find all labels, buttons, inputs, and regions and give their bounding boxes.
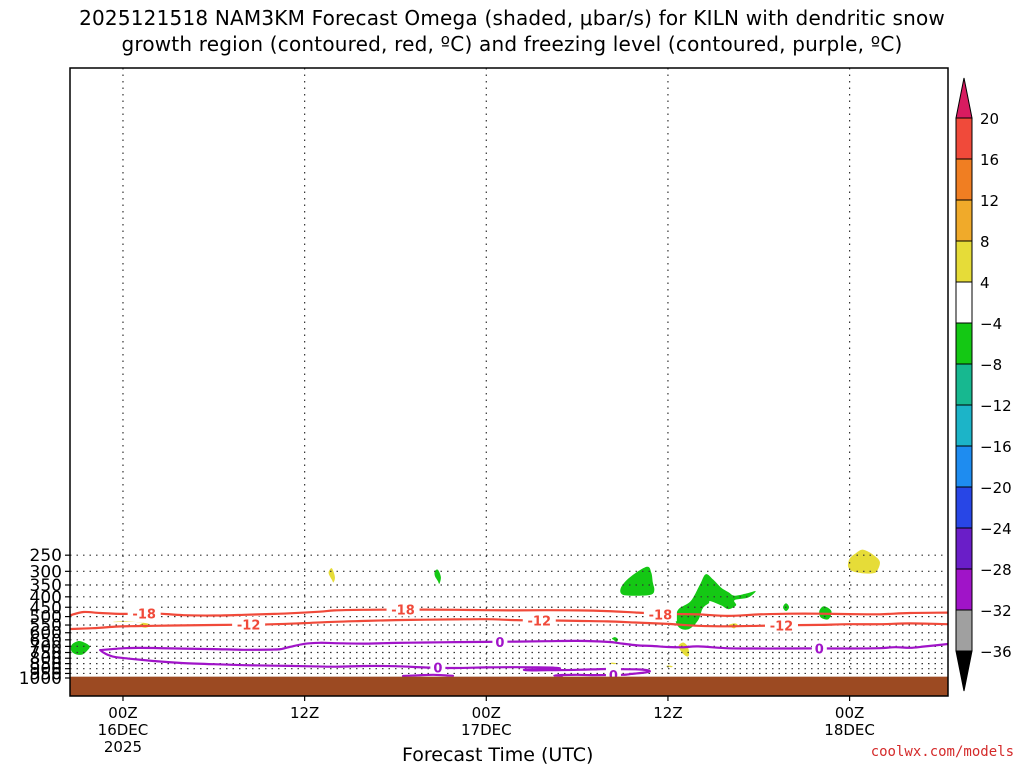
terrain-fill [70,676,948,696]
contour-label-bg [430,659,446,675]
omega-region-13 [610,662,617,665]
y-tick-label-700: 700 [30,637,62,657]
contour-label-bg [386,601,420,617]
y-tick-label-650: 650 [30,631,62,651]
y-tick-label-450: 450 [30,598,62,618]
y-tick-label-550: 550 [30,616,62,636]
omega-region-4 [620,566,655,596]
colorbar: 20 16 12 8 4 −4 −8 −12 −16 −20 −24 −28 −32 −36 [955,77,1012,692]
omega-region-1 [70,641,90,655]
chart-title-line2: growth region (contoured, red, ºC) and f… [121,32,903,56]
plot-area: -18 -18 -18 -12 -12 -12 0 0 0 0 [70,68,948,696]
chart-title-line1: 2025121518 NAM3KM Forecast Omega (shaded… [79,6,945,30]
x-tick-label-4-1: 18DEC [824,721,875,739]
omega-region-12 [666,665,673,668]
colorbar-bin-11 [955,568,973,611]
contour-label-bg [522,612,556,628]
colorbar-label-3: 8 [980,233,990,251]
y-tick-label-400: 400 [30,588,62,608]
y-tick-label-1000: 1000 [19,669,62,689]
omega-region-8 [847,549,880,574]
colorbar-bin-9 [955,486,973,529]
contour-label--12-2: -12 [770,620,794,635]
y-tick-label-800: 800 [30,649,62,669]
colorbar-bottom-arrow [955,650,973,692]
contour-label--12-0: -12 [237,619,261,634]
y-tick-label-750: 750 [30,644,62,664]
colorbar-label-11: −28 [980,561,1012,579]
colorbar-bin-5 [955,322,973,365]
y-tick-label-250: 250 [30,546,62,566]
contour-label-0-1: 0 [815,642,824,657]
contour-label-bg [643,606,677,622]
isotherm-0-3 [99,649,651,677]
colorbar-bin-8 [955,445,973,488]
colorbar-bin-6 [955,363,973,406]
credit-link[interactable]: coolwx.com/models [870,744,1014,760]
isotherm--12-1 [70,618,948,631]
colorbar-label-10: −24 [980,520,1012,538]
colorbar-label-2: 12 [980,192,999,210]
x-tick-label-1-0: 12Z [290,704,319,722]
contour-label-bg [811,640,827,656]
isotherm-0-4 [401,673,455,678]
x-tick-label-0-0: 00Z [108,704,137,722]
contour-label-bg [232,616,266,632]
contour-label--12-1: -12 [528,614,552,629]
colorbar-label-13: −36 [980,643,1012,661]
x-tick-label-3-0: 12Z [653,704,682,722]
x-tick-label-0-1: 16DEC [98,721,149,739]
y-tick-label-950: 950 [30,664,62,684]
contour-label-bg [127,605,161,621]
plot-frame [69,67,949,697]
colorbar-bin-2 [955,199,973,242]
colorbar-label-1: 16 [980,151,999,169]
contour-label-0-0: 0 [433,661,442,676]
plot-content: -18 -18 -18 -12 -12 -12 0 0 0 0 [70,68,948,696]
x-tick-label-2-1: 17DEC [461,721,512,739]
contour-label--18-1: -18 [391,603,415,618]
y-tick-label-500: 500 [30,608,62,628]
y-tick-label-600: 600 [30,624,62,644]
colorbar-label-4: 4 [980,274,990,292]
contour-label-bg [764,617,798,633]
x-axis-title: Forecast Time (UTC) [402,744,594,766]
contour-label-0-1: 0 [609,669,618,684]
colorbar-top-arrow [955,77,973,119]
x-tick-label-2-0: 00Z [472,704,501,722]
y-tick-label-300: 300 [30,562,62,582]
colorbar-label-0: 20 [980,110,999,128]
omega-region-3 [434,569,441,584]
contour-label--18-0: -18 [132,608,156,623]
colorbar-bin-12 [955,609,973,652]
colorbar-bin-3 [955,240,973,283]
colorbar-bin-4 [955,281,973,324]
colorbar-label-8: −16 [980,438,1012,456]
colorbar-bin-7 [955,404,973,447]
colorbar-label-7: −12 [980,397,1012,415]
omega-region-5 [675,574,756,630]
colorbar-label-12: −32 [980,602,1012,620]
colorbar-label-5: −4 [980,315,1002,333]
colorbar-bin-0 [955,117,973,160]
omega-region-10 [611,637,619,642]
colorbar-bin-1 [955,158,973,201]
isotherm--18-0 [70,608,948,617]
x-tick-label-0-2: 2025 [104,738,142,756]
axes: 2503003504004505005506006507007508008509… [19,67,949,756]
colorbar-label-9: −20 [980,479,1012,497]
x-tick-label-4-0: 00Z [835,704,864,722]
y-tick-label-350: 350 [30,576,62,596]
contour-label--18-2: -18 [649,608,673,623]
contour-label-bg [492,633,508,649]
y-tick-label-900: 900 [30,660,62,680]
y-tick-label-850: 850 [30,655,62,675]
contour-label-0-0: 0 [495,636,504,651]
colorbar-bin-10 [955,527,973,570]
colorbar-label-6: −8 [980,356,1002,374]
omega-region-2 [328,568,335,583]
omega-region-11 [678,642,690,657]
